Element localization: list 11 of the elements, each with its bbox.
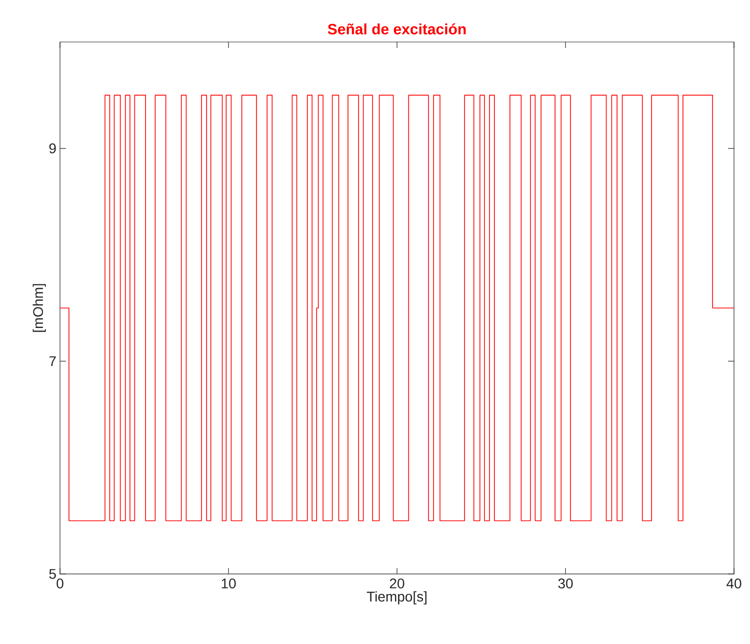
y-tick-label: 5 (49, 569, 56, 579)
y-tick-label: 7 (49, 356, 56, 366)
y-axis-title: [mOhm] (32, 284, 46, 332)
y-tick-label: 9 (49, 143, 56, 154)
x-tick-label: 30 (558, 578, 573, 588)
x-axis-title: Tiempo[s] (366, 591, 426, 604)
x-tick-label: 20 (390, 578, 404, 588)
x-tick-label: 40 (726, 578, 742, 588)
x-tick-label: 0 (56, 578, 64, 588)
x-tick-label: 10 (222, 578, 236, 588)
chart-title: Señal de excitación (328, 23, 466, 34)
